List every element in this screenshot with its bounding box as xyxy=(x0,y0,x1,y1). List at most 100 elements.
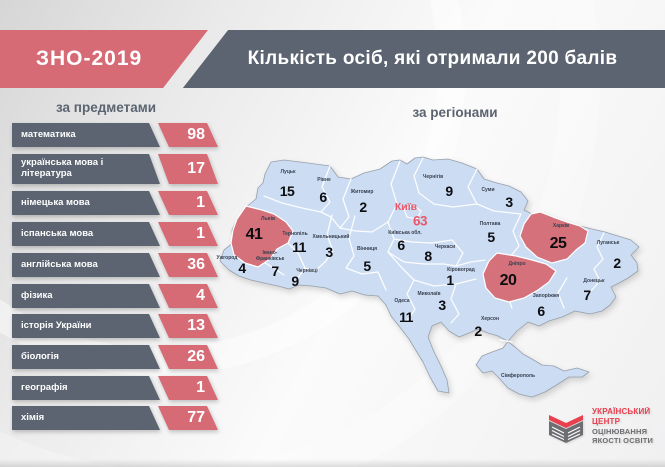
region-zaporizhzhia-value: 6 xyxy=(537,303,545,319)
region-kherson-label: Херсон xyxy=(480,316,500,322)
subject-label: історія України xyxy=(12,314,160,338)
subject-label: українська мова і література xyxy=(12,154,160,184)
ukraine-map xyxy=(219,156,640,398)
subject-value-text: 1 xyxy=(196,379,205,396)
bottom-shadow-decoration xyxy=(0,459,665,467)
region-kyiv-city-label: Київ xyxy=(394,201,418,213)
subject-label: німецька мова xyxy=(12,191,160,215)
region-zhytomyr-label: Житомир xyxy=(350,189,374,195)
region-mykolaiv-label: Миколаїв xyxy=(417,291,441,297)
region-sumy-value: 3 xyxy=(505,194,513,210)
region-chernihiv-value: 9 xyxy=(445,183,453,199)
region-lviv-value: 41 xyxy=(245,226,263,243)
subject-label-text: математика xyxy=(21,128,76,140)
subject-label-text: біологія xyxy=(21,350,59,362)
subject-row: іспанська мова 1 xyxy=(0,222,222,246)
subjects-heading: за предметами xyxy=(56,100,156,115)
subject-row: географія 1 xyxy=(0,376,222,400)
region-kyiv-city-value: 63 xyxy=(412,213,428,229)
subject-label-text: німецька мова xyxy=(21,196,90,208)
region-kherson-value: 2 xyxy=(474,323,482,339)
subject-label-text: географія xyxy=(21,381,68,393)
subject-label: фізика xyxy=(12,284,160,308)
subject-value-text: 1 xyxy=(196,225,205,242)
subject-value: 13 xyxy=(158,314,218,338)
subject-row: англійська мова 36 xyxy=(0,253,222,277)
subject-value: 1 xyxy=(158,191,218,215)
subject-row: історія України 13 xyxy=(0,314,222,338)
subject-label-text: історія України xyxy=(21,319,92,331)
region-donetsk-label: Донецьк xyxy=(583,278,605,284)
region-cherkasy-value: 8 xyxy=(424,248,432,264)
subject-value: 17 xyxy=(158,154,218,184)
subject-label: географія xyxy=(12,376,160,400)
region-zaporizhzhia-label: Запоріжжя xyxy=(532,293,560,299)
subject-value: 4 xyxy=(158,284,218,308)
logo-line: ЦЕНТР xyxy=(592,417,621,426)
subject-value-text: 1 xyxy=(196,194,205,211)
subject-value: 1 xyxy=(158,376,218,400)
region-cherkasy-label: Черкаси xyxy=(434,244,456,250)
subject-value-text: 98 xyxy=(187,126,205,143)
title-banner: Кількість осіб, які отримали 200 балів xyxy=(182,30,665,88)
subject-value-text: 17 xyxy=(187,160,205,177)
logo-line: УКРАЇНСЬКИЙ xyxy=(592,407,651,417)
open-book-icon xyxy=(549,415,583,443)
region-ternopil-value: 11 xyxy=(292,239,306,255)
region-vinnytsia-value: 5 xyxy=(363,258,371,274)
subject-value: 1 xyxy=(158,222,218,246)
region-dnipro-value: 20 xyxy=(499,272,517,289)
subject-value-text: 26 xyxy=(187,348,205,365)
region-khmelnytskyi-label: Хмельницький xyxy=(312,234,350,240)
subject-row: німецька мова 1 xyxy=(0,191,222,215)
subject-label: англійська мова xyxy=(12,253,160,277)
subject-label-text: українська мова і література xyxy=(21,157,104,179)
region-luhansk-value: 2 xyxy=(613,255,621,271)
subject-row: українська мова і література 17 xyxy=(0,154,222,184)
subject-label: математика xyxy=(12,123,160,147)
region-poltava-value: 5 xyxy=(487,229,495,245)
subject-value: 26 xyxy=(158,345,218,369)
region-zakarpattia-label: Ужгород xyxy=(216,255,238,261)
ucqa-logo: УКРАЇНСЬКИЙ ЦЕНТР ОЦІНЮВАННЯ ЯКОСТІ ОСВІ… xyxy=(546,407,653,445)
region-kharkiv-value: 25 xyxy=(549,235,567,252)
region-luhansk-label: Луганськ xyxy=(596,240,620,246)
region-volyn-value: 15 xyxy=(279,183,295,199)
region-zakarpattia-value: 4 xyxy=(238,260,246,276)
subject-value: 77 xyxy=(158,406,218,430)
subject-label-text: англійська мова xyxy=(21,258,98,270)
subject-label: іспанська мова xyxy=(12,222,160,246)
subject-value-text: 36 xyxy=(187,256,205,273)
subject-label: біологія xyxy=(12,345,160,369)
region-kirovohrad-label: Кіровоград xyxy=(447,267,475,273)
region-khmelnytskyi-value: 3 xyxy=(325,244,333,260)
region-donetsk-value: 7 xyxy=(583,287,591,303)
subject-row: біологія 26 xyxy=(0,345,222,369)
zno-2019-badge-label: ЗНО-2019 xyxy=(35,47,143,70)
page-title: Кількість осіб, які отримали 200 балів xyxy=(247,48,618,69)
region-rivne-label: Рівне xyxy=(317,177,331,183)
region-chernivtsi-label: Чернівці xyxy=(296,268,318,274)
subject-value-text: 4 xyxy=(196,287,205,304)
subject-row: хімія 77 xyxy=(0,406,222,430)
region-kyiv-oblast-label: Київська обл. xyxy=(388,230,422,236)
subject-label-text: фізика xyxy=(21,289,53,301)
region-chernivtsi-value: 9 xyxy=(291,273,299,289)
region-mykolaiv-value: 3 xyxy=(438,297,446,313)
logo-line: ОЦІНЮВАННЯ xyxy=(592,426,648,436)
subject-value: 36 xyxy=(158,253,218,277)
logo-line: ЯКОСТІ ОСВІТИ xyxy=(592,435,654,445)
region-vinnytsia-label: Вінниця xyxy=(356,246,378,252)
region-rivne-value: 6 xyxy=(319,189,327,205)
region-lviv-label: Львів xyxy=(260,216,276,222)
subject-label-text: іспанська мова xyxy=(21,227,94,239)
region-ivano-frankivsk-value: 7 xyxy=(271,263,279,279)
kyiv-city-shape xyxy=(403,204,422,220)
region-ivano-frankivsk-label: Івано-Франківськ xyxy=(255,250,285,262)
region-chernihiv-label: Чернігів xyxy=(422,174,444,180)
zno-2019-badge: ЗНО-2019 xyxy=(0,30,208,88)
region-dnipro-label: Дніпро xyxy=(508,261,526,267)
subject-row: математика 98 xyxy=(0,123,222,147)
region-ternopil-label: Тернопіль xyxy=(282,231,308,237)
